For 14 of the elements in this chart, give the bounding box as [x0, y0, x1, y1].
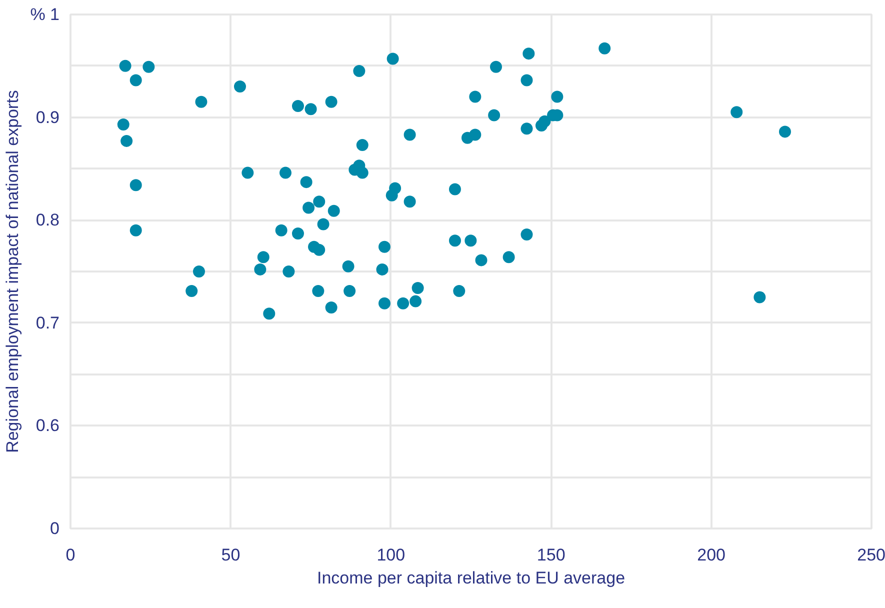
x-axis-title: Income per capita relative to EU average	[316, 568, 626, 588]
x-tick-label: 50	[221, 546, 240, 564]
y-tick-label: 0.9	[36, 108, 60, 127]
x-tick-label: 0	[66, 546, 76, 564]
x-tick-label: 250	[857, 546, 885, 564]
y-tick-label: 0.6	[36, 416, 60, 436]
y-tick-label: 0	[50, 519, 60, 538]
y-tick-label: 0.7	[36, 313, 60, 332]
x-tick-label: 100	[376, 546, 406, 564]
x-tick-label: 200	[697, 546, 726, 564]
y-axis-title: Regional employment impact of national exports	[3, 90, 22, 453]
y-tick-label: 0.8	[36, 210, 60, 230]
y-tick-label: % 1	[30, 5, 60, 24]
x-tick-label: 150	[536, 546, 566, 564]
